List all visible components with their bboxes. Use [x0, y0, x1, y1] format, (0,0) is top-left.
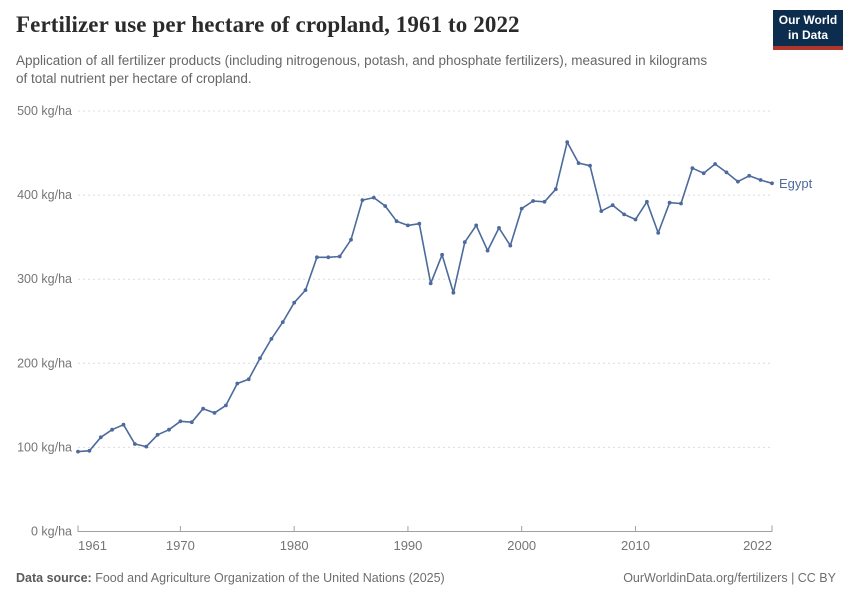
page-title: Fertilizer use per hectare of cropland, … — [16, 12, 520, 37]
x-axis-tick-label: 2000 — [507, 538, 536, 553]
data-source-text: Food and Agriculture Organization of the… — [91, 571, 445, 585]
license-link[interactable]: OurWorldinData.org/fertilizers | CC BY — [623, 571, 836, 585]
data-point — [656, 231, 661, 235]
data-point — [747, 173, 752, 178]
data-point — [770, 181, 774, 186]
data-point — [508, 243, 513, 248]
data-point — [76, 449, 80, 454]
data-point — [485, 248, 490, 253]
y-axis-tick-label: 500 kg/ha — [17, 104, 72, 118]
data-point — [679, 201, 683, 206]
data-point — [542, 199, 547, 204]
y-axis-tick-label: 0 kg/ha — [31, 525, 72, 539]
data-point — [474, 223, 479, 228]
data-source-label: Data source: — [16, 571, 92, 585]
data-point — [292, 300, 297, 305]
data-point — [224, 403, 228, 408]
data-point — [394, 219, 399, 224]
data-point — [326, 255, 331, 260]
data-point — [349, 237, 353, 242]
data-point — [315, 255, 319, 260]
y-axis-tick-label: 100 kg/ha — [17, 440, 72, 454]
owid-logo: Our World in Data — [773, 10, 843, 50]
y-axis-tick-label: 300 kg/ha — [17, 272, 72, 286]
data-source: Data source: Food and Agriculture Organi… — [16, 571, 445, 585]
data-line — [77, 141, 773, 453]
data-point — [212, 411, 217, 415]
data-point — [360, 198, 365, 203]
x-axis-tick-label: 2010 — [621, 538, 650, 553]
data-point — [428, 281, 433, 286]
data-point — [167, 427, 171, 432]
data-point — [462, 240, 467, 245]
data-point — [110, 427, 114, 432]
data-point — [553, 187, 558, 192]
data-point — [87, 448, 92, 453]
data-point — [724, 170, 729, 175]
data-point — [758, 178, 763, 182]
data-point — [337, 254, 342, 259]
data-point — [531, 199, 535, 203]
x-axis-tick-label: 1961 — [78, 538, 107, 553]
y-axis-tick-label: 200 kg/ha — [17, 356, 72, 370]
data-point — [519, 206, 524, 211]
chart-subtitle: Application of all fertilizer products (… — [16, 53, 708, 86]
data-point — [599, 209, 604, 214]
data-point — [303, 288, 308, 292]
data-point — [189, 420, 194, 425]
data-point — [98, 435, 103, 440]
data-point — [121, 422, 126, 427]
data-point — [133, 442, 137, 446]
x-axis-tick-label: 1970 — [166, 538, 195, 553]
x-axis-line — [77, 525, 773, 532]
data-point — [235, 381, 240, 386]
data-point — [178, 419, 183, 424]
data-point — [588, 163, 592, 168]
x-axis-tick-label: 1990 — [393, 538, 422, 553]
data-point — [383, 204, 388, 208]
data-point — [497, 226, 501, 230]
owid-logo-line2: in Data — [787, 28, 828, 42]
data-point — [417, 221, 422, 226]
data-point — [144, 444, 149, 449]
data-point — [576, 161, 581, 166]
data-point — [610, 203, 615, 208]
data-point — [269, 337, 274, 341]
data-point — [645, 199, 649, 204]
data-point — [280, 320, 285, 324]
data-point — [406, 223, 410, 228]
data-point — [371, 195, 376, 200]
data-point — [258, 356, 262, 361]
footer: Data source: Food and Agriculture Organi… — [16, 568, 836, 588]
data-point — [451, 290, 456, 295]
data-point — [622, 212, 626, 217]
data-point — [690, 166, 695, 171]
series-label-egypt: Egypt — [779, 176, 813, 191]
data-point — [713, 162, 717, 166]
data-point — [155, 432, 160, 437]
data-point — [667, 200, 672, 205]
data-point — [201, 406, 206, 411]
data-point — [440, 252, 444, 257]
data-point — [633, 217, 638, 222]
data-point — [565, 140, 570, 145]
data-point — [246, 377, 251, 382]
data-point — [701, 171, 706, 176]
x-axis-tick-label: 2022 — [743, 538, 772, 553]
y-axis-tick-label: 400 kg/ha — [17, 188, 72, 202]
x-axis-tick-label: 1980 — [280, 538, 309, 553]
data-point — [736, 179, 740, 184]
owid-logo-line1: Our World — [778, 13, 838, 27]
